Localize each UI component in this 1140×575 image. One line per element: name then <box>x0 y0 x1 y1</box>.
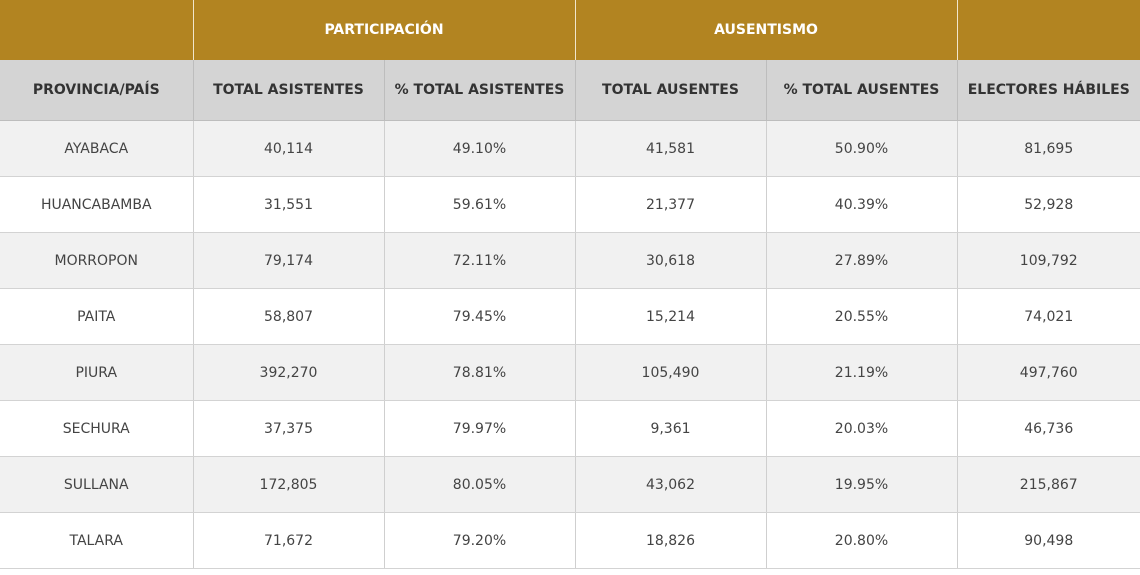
table-row: SECHURA 37,375 79.97% 9,361 20.03% 46,736 <box>0 400 1140 457</box>
provincia-cell: MORROPON <box>0 232 193 289</box>
pct-ausentes-cell: 20.03% <box>765 400 957 457</box>
pct-ausentes-cell: 50.90% <box>765 120 957 177</box>
table-row: HUANCABAMBA 31,551 59.61% 21,377 40.39% 52,92… <box>0 176 1140 233</box>
group-header-empty <box>0 0 193 60</box>
total-asistentes-cell: 79,174 <box>192 232 384 289</box>
pct-asistentes-cell: 59.61% <box>383 176 575 233</box>
pct-asistentes-cell: 49.10% <box>383 120 575 177</box>
group-header-empty-right <box>956 0 1140 60</box>
column-header-total-asistentes: TOTAL ASISTENTES <box>192 60 384 121</box>
column-header-row: PROVINCIA/PAÍS TOTAL ASISTENTES % TOTAL … <box>0 60 1140 121</box>
column-header-pct-ausentes: % TOTAL AUSENTES <box>765 60 957 121</box>
provincia-cell: PIURA <box>0 344 193 401</box>
pct-ausentes-cell: 27.89% <box>765 232 957 289</box>
total-asistentes-cell: 71,672 <box>192 512 384 569</box>
total-asistentes-cell: 392,270 <box>192 344 384 401</box>
total-ausentes-cell: 43,062 <box>574 456 766 513</box>
total-ausentes-cell: 30,618 <box>574 232 766 289</box>
total-asistentes-cell: 37,375 <box>192 400 384 457</box>
provincia-cell: SECHURA <box>0 400 193 457</box>
group-header-participacion: PARTICIPACIÓN <box>192 0 575 60</box>
total-ausentes-cell: 18,826 <box>574 512 766 569</box>
pct-ausentes-cell: 20.80% <box>765 512 957 569</box>
pct-ausentes-cell: 20.55% <box>765 288 957 345</box>
table-body: AYABACA 40,114 49.10% 41,581 50.90% 81,695 HUA… <box>0 120 1140 569</box>
column-header-electores-habiles: ELECTORES HÁBILES <box>956 60 1140 121</box>
pct-ausentes-cell: 40.39% <box>765 176 957 233</box>
column-header-pct-asistentes: % TOTAL ASISTENTES <box>383 60 575 121</box>
table-row: PIURA 392,270 78.81% 105,490 21.19% 497,760 <box>0 344 1140 401</box>
provincia-cell: TALARA <box>0 512 193 569</box>
electores-habiles-cell: 497,760 <box>956 344 1140 401</box>
total-ausentes-cell: 15,214 <box>574 288 766 345</box>
electores-habiles-cell: 46,736 <box>956 400 1140 457</box>
total-ausentes-cell: 9,361 <box>574 400 766 457</box>
pct-asistentes-cell: 80.05% <box>383 456 575 513</box>
electores-habiles-cell: 74,021 <box>956 288 1140 345</box>
table-row: TALARA 71,672 79.20% 18,826 20.80% 90,498 <box>0 512 1140 569</box>
pct-asistentes-cell: 72.11% <box>383 232 575 289</box>
provincia-cell: PAITA <box>0 288 193 345</box>
pct-asistentes-cell: 79.45% <box>383 288 575 345</box>
total-asistentes-cell: 31,551 <box>192 176 384 233</box>
group-header-row: PARTICIPACIÓN AUSENTISMO <box>0 0 1140 60</box>
provincia-cell: SULLANA <box>0 456 193 513</box>
table-row: AYABACA 40,114 49.10% 41,581 50.90% 81,695 <box>0 120 1140 177</box>
electores-habiles-cell: 109,792 <box>956 232 1140 289</box>
pct-asistentes-cell: 79.20% <box>383 512 575 569</box>
pct-asistentes-cell: 79.97% <box>383 400 575 457</box>
table-row: PAITA 58,807 79.45% 15,214 20.55% 74,021 <box>0 288 1140 345</box>
column-header-total-ausentes: TOTAL AUSENTES <box>574 60 766 121</box>
pct-asistentes-cell: 78.81% <box>383 344 575 401</box>
pct-ausentes-cell: 19.95% <box>765 456 957 513</box>
electores-habiles-cell: 215,867 <box>956 456 1140 513</box>
provincia-cell: AYABACA <box>0 120 193 177</box>
column-header-provincia: PROVINCIA/PAÍS <box>0 60 193 121</box>
total-ausentes-cell: 41,581 <box>574 120 766 177</box>
total-asistentes-cell: 58,807 <box>192 288 384 345</box>
group-header-ausentismo: AUSENTISMO <box>574 0 957 60</box>
pct-ausentes-cell: 21.19% <box>765 344 957 401</box>
total-ausentes-cell: 105,490 <box>574 344 766 401</box>
electores-habiles-cell: 81,695 <box>956 120 1140 177</box>
electores-habiles-cell: 52,928 <box>956 176 1140 233</box>
electores-habiles-cell: 90,498 <box>956 512 1140 569</box>
total-asistentes-cell: 40,114 <box>192 120 384 177</box>
table-row: MORROPON 79,174 72.11% 30,618 27.89% 109,792 <box>0 232 1140 289</box>
table-row: SULLANA 172,805 80.05% 43,062 19.95% 215,867 <box>0 456 1140 513</box>
provincia-cell: HUANCABAMBA <box>0 176 193 233</box>
total-asistentes-cell: 172,805 <box>192 456 384 513</box>
total-ausentes-cell: 21,377 <box>574 176 766 233</box>
